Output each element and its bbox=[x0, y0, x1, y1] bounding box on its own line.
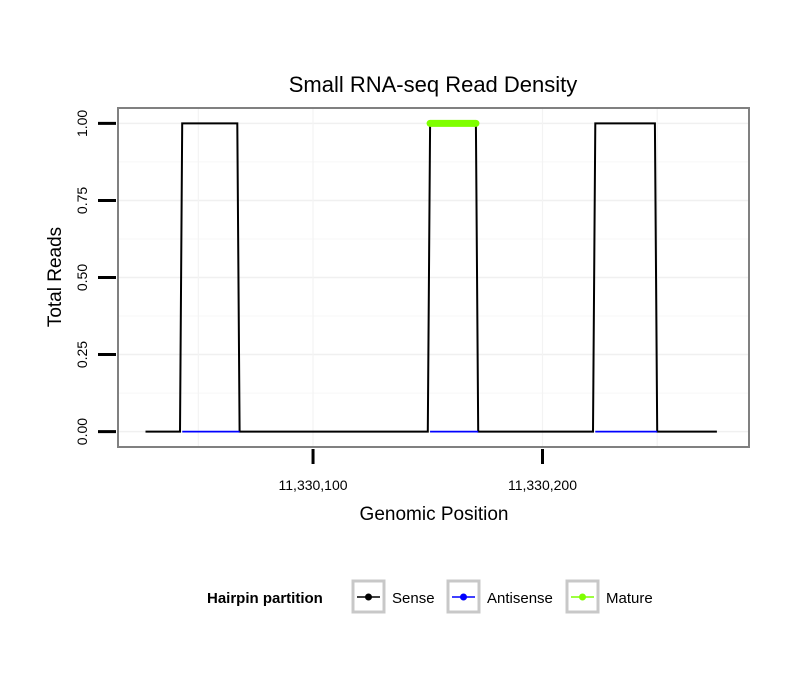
plot-panel bbox=[117, 107, 750, 448]
legend-key-point bbox=[365, 593, 372, 601]
legend-key-point bbox=[579, 593, 586, 601]
chart-title: Small RNA-seq Read Density bbox=[289, 72, 578, 97]
plot-border bbox=[117, 107, 750, 448]
x-axis: 11,330,100 11,330,200 bbox=[279, 449, 577, 493]
legend-item-antisense: Antisense bbox=[446, 579, 553, 614]
legend: Hairpin partition Sense Antisense Mature bbox=[207, 579, 653, 614]
y-tick-label: 0.25 bbox=[74, 341, 90, 368]
legend-item-mature: Mature bbox=[565, 579, 653, 614]
legend-item-sense: Sense bbox=[351, 579, 435, 614]
legend-key-box bbox=[565, 579, 600, 614]
y-tick-label: 0.00 bbox=[74, 418, 90, 445]
y-axis: 0.00 0.25 0.50 0.75 1.00 bbox=[74, 110, 116, 445]
x-tick-label: 11,330,100 bbox=[279, 477, 348, 493]
legend-label-sense: Sense bbox=[392, 590, 435, 607]
y-axis-title: Total Reads bbox=[45, 227, 66, 327]
legend-label-antisense: Antisense bbox=[487, 590, 553, 607]
x-tick-label: 11,330,200 bbox=[508, 477, 577, 493]
y-tick-label: 0.75 bbox=[74, 187, 90, 214]
legend-label-mature: Mature bbox=[606, 590, 653, 607]
legend-title: Hairpin partition bbox=[207, 590, 323, 607]
legend-key-point bbox=[460, 593, 467, 601]
y-tick-label: 0.50 bbox=[74, 264, 90, 291]
series-layer bbox=[145, 119, 717, 433]
x-axis-title: Genomic Position bbox=[360, 504, 509, 525]
y-tick-label: 1.00 bbox=[74, 110, 90, 137]
